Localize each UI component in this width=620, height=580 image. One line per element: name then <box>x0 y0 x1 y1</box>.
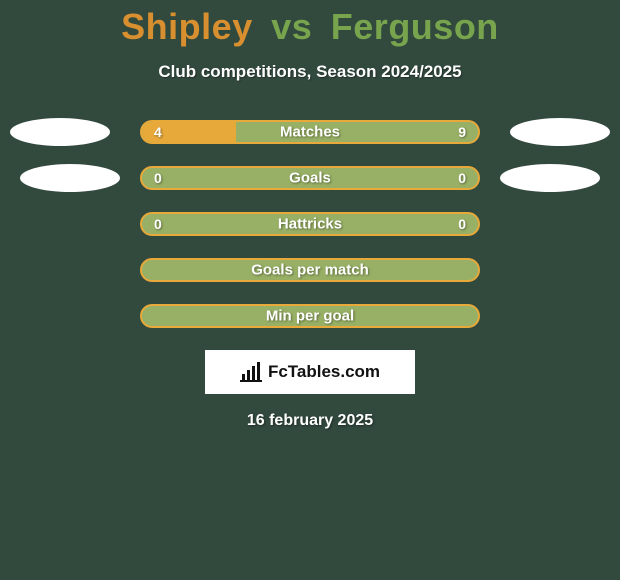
stat-row: Goals per match <box>0 258 620 282</box>
stat-row: 0 Goals 0 <box>0 166 620 190</box>
stat-label: Goals per match <box>251 262 369 279</box>
stat-value-right: 0 <box>458 216 466 232</box>
title-player2: Ferguson <box>331 6 499 47</box>
title-player1: Shipley <box>121 6 253 47</box>
player-badge-right <box>500 164 600 192</box>
stat-row: 0 Hattricks 0 <box>0 212 620 236</box>
player-badge-right <box>510 118 610 146</box>
subtitle: Club competitions, Season 2024/2025 <box>0 62 620 82</box>
title-vs: vs <box>271 6 312 47</box>
stat-value-right: 9 <box>458 124 466 140</box>
stat-bar-goals-per-match: Goals per match <box>140 258 480 282</box>
stat-bar-hattricks: 0 Hattricks 0 <box>140 212 480 236</box>
stat-bar-min-per-goal: Min per goal <box>140 304 480 328</box>
brand-inner: FcTables.com <box>240 362 380 382</box>
stat-row: Min per goal <box>0 304 620 328</box>
stat-bar-goals: 0 Goals 0 <box>140 166 480 190</box>
stat-value-right: 0 <box>458 170 466 186</box>
stat-row: 4 Matches 9 <box>0 120 620 144</box>
player-badge-left <box>20 164 120 192</box>
brand-text: FcTables.com <box>268 362 380 382</box>
stat-label: Goals <box>289 170 331 187</box>
page-title: Shipley vs Ferguson <box>0 0 620 48</box>
stat-value-left: 0 <box>154 170 162 186</box>
stat-label: Matches <box>280 124 340 141</box>
stat-value-left: 4 <box>154 124 162 140</box>
stat-value-left: 0 <box>154 216 162 232</box>
stat-label: Hattricks <box>278 216 342 233</box>
bar-chart-icon <box>240 362 262 382</box>
stat-label: Min per goal <box>266 308 354 325</box>
footer-date: 16 february 2025 <box>0 412 620 430</box>
stats-area: 4 Matches 9 0 Goals 0 0 Hattricks 0 <box>0 120 620 328</box>
stat-bar-matches: 4 Matches 9 <box>140 120 480 144</box>
player-badge-left <box>10 118 110 146</box>
brand-box[interactable]: FcTables.com <box>205 350 415 394</box>
